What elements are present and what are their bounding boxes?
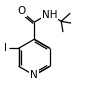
Text: N: N [30, 70, 38, 80]
Text: O: O [17, 6, 26, 16]
Text: I: I [4, 43, 7, 53]
Text: NH: NH [42, 10, 57, 20]
